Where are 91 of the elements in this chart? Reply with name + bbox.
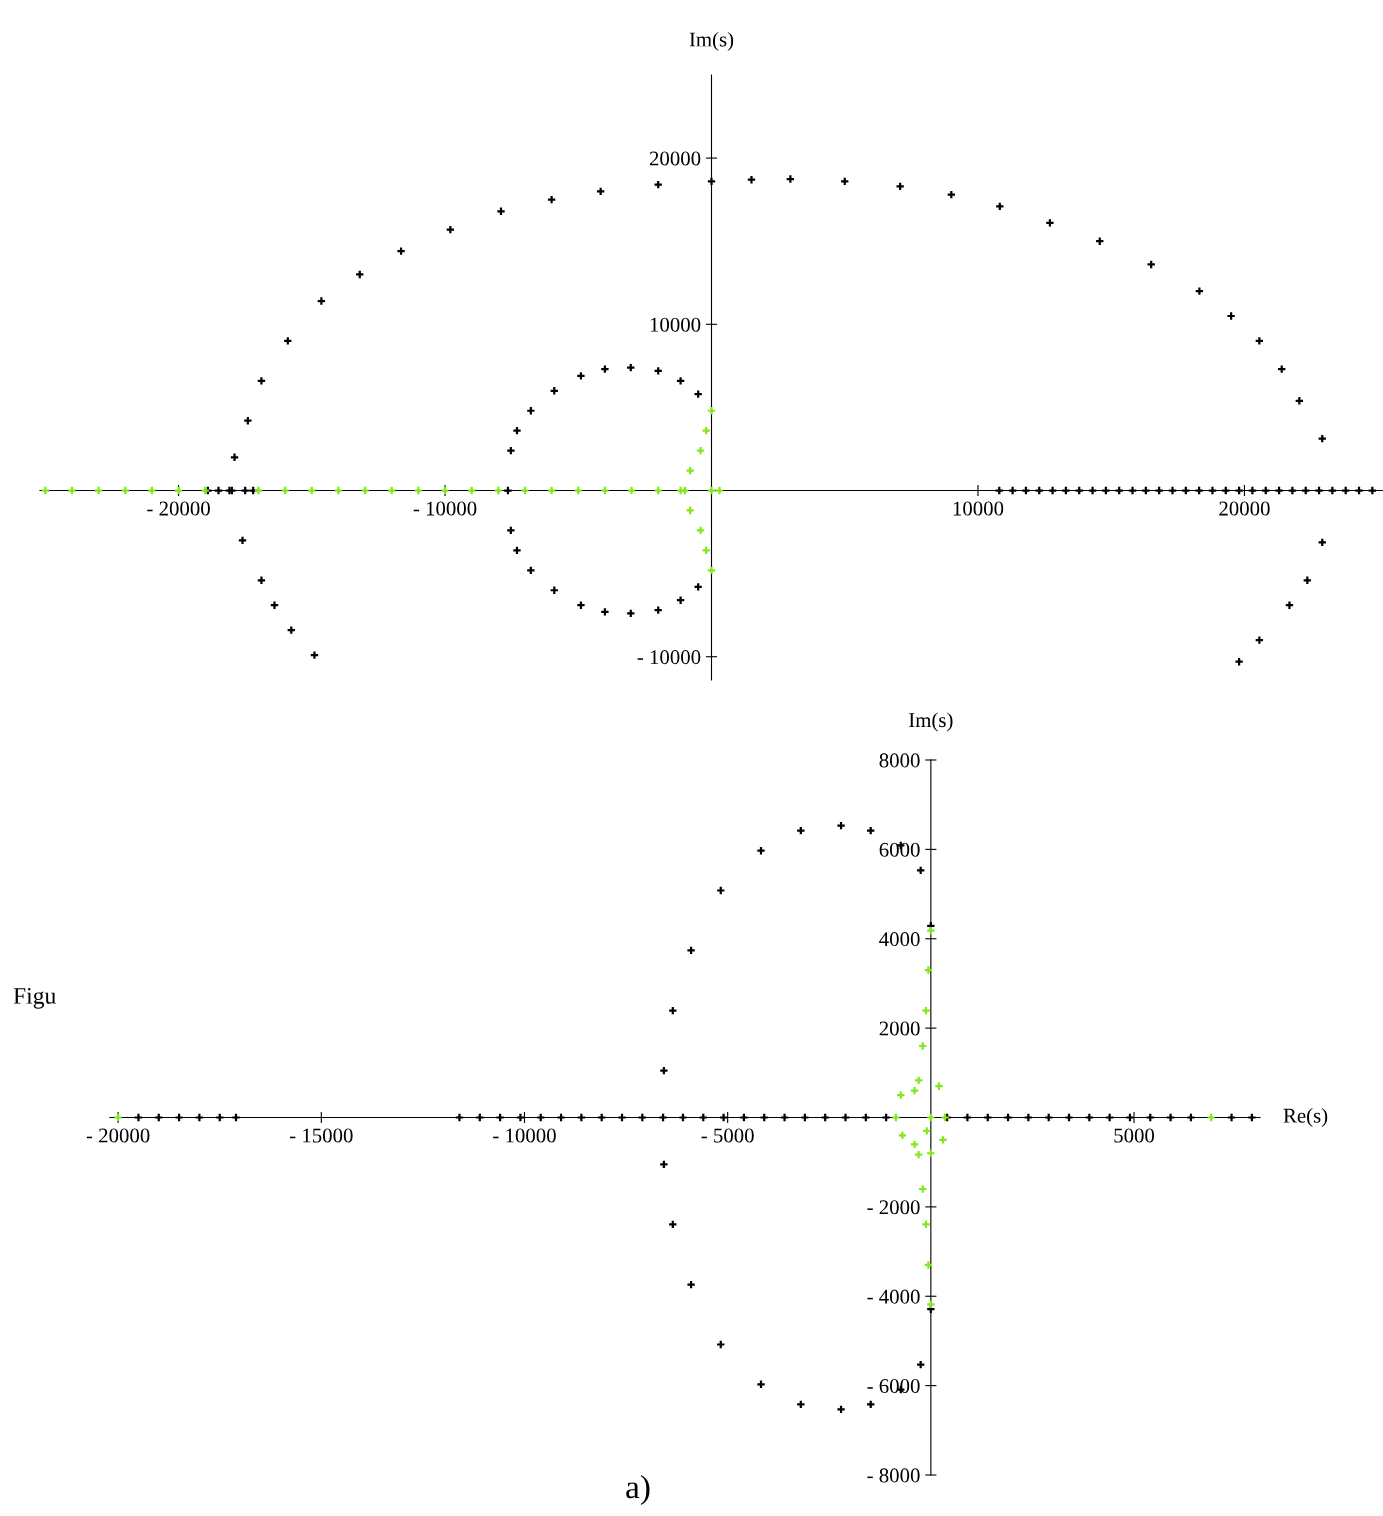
x-tick-label: - 10000	[413, 501, 477, 516]
point	[1247, 1112, 1257, 1123]
point	[1047, 485, 1058, 496]
point	[881, 1112, 891, 1123]
point	[556, 1112, 566, 1123]
point	[1101, 485, 1111, 496]
y-tick-label: 20000	[649, 151, 701, 166]
point	[309, 650, 320, 660]
x-tick-label: 5000	[1114, 1128, 1155, 1143]
point	[1064, 1112, 1074, 1123]
y-tick-label: - 4000	[867, 1289, 920, 1304]
point	[600, 485, 610, 496]
x-tick-label: 10000	[953, 501, 1004, 516]
annotation: a)	[626, 1474, 650, 1506]
point	[1087, 485, 1098, 496]
y-tick-label: 6000	[879, 842, 920, 857]
point	[1146, 259, 1156, 270]
point	[923, 965, 934, 975]
point	[706, 485, 717, 496]
point	[1354, 485, 1364, 496]
y-tick-label: - 2000	[867, 1200, 920, 1215]
y-tick-label: 4000	[879, 932, 920, 947]
point	[923, 1260, 934, 1270]
point	[678, 1112, 688, 1123]
point	[617, 1112, 627, 1123]
point	[658, 1112, 668, 1123]
point	[133, 1112, 144, 1123]
point	[1226, 1112, 1237, 1123]
point	[714, 485, 725, 496]
point	[962, 1112, 973, 1123]
x-tick-label: - 20000	[86, 1128, 150, 1143]
point	[495, 1112, 505, 1123]
point	[1127, 485, 1138, 496]
point	[1154, 485, 1164, 496]
point	[1061, 485, 1071, 496]
y-axis-title: Im(s)	[909, 712, 953, 732]
point	[440, 485, 450, 496]
point	[1194, 286, 1205, 296]
y-tick-label: - 8000	[867, 1468, 920, 1483]
point	[840, 1112, 851, 1123]
point	[626, 485, 637, 496]
point	[213, 485, 224, 496]
x-axis-title: Re(s)	[1283, 1108, 1328, 1127]
point	[1021, 485, 1031, 496]
point	[779, 1112, 790, 1123]
x-tick-label: - 5000	[701, 1128, 754, 1143]
point	[800, 1112, 810, 1123]
point	[739, 1112, 749, 1123]
x-tick-label: - 10000	[493, 1128, 556, 1143]
point	[316, 296, 327, 306]
point	[1007, 485, 1018, 496]
point	[1274, 485, 1284, 496]
point	[454, 1112, 465, 1123]
point	[1287, 485, 1298, 496]
text: Figu	[13, 987, 56, 1009]
point	[360, 485, 370, 496]
point	[253, 485, 264, 496]
point	[173, 485, 184, 496]
point	[891, 1112, 901, 1123]
y-tick-label: 2000	[879, 1021, 920, 1036]
point	[1314, 485, 1324, 496]
point	[861, 1112, 871, 1123]
point	[113, 1112, 123, 1123]
point	[1186, 1112, 1196, 1123]
point	[1003, 1112, 1013, 1123]
point	[280, 485, 290, 496]
point	[503, 485, 513, 496]
x-tick-label: - 20000	[147, 501, 210, 516]
point	[1125, 1112, 1135, 1123]
point	[1207, 485, 1218, 496]
point	[231, 1112, 241, 1123]
point	[1167, 485, 1178, 496]
y-tick-label: 10000	[650, 317, 701, 332]
point	[1165, 1112, 1176, 1123]
point	[67, 485, 77, 496]
point	[1247, 485, 1258, 496]
point	[194, 1112, 205, 1123]
x-tick-label: 20000	[1219, 501, 1270, 516]
x-tick-label: - 15000	[289, 1128, 353, 1143]
y-axis-title: Im(s)	[689, 31, 734, 51]
y-tick-label: 8000	[879, 753, 920, 768]
point	[1194, 485, 1204, 496]
point	[926, 1112, 936, 1123]
point	[1141, 485, 1151, 496]
point	[174, 1112, 184, 1123]
y-tick-label: - 10000	[637, 650, 701, 665]
y-tick-label: - 6000	[867, 1379, 920, 1394]
point	[1234, 485, 1244, 496]
point	[147, 485, 157, 496]
point	[520, 485, 530, 496]
point	[333, 485, 344, 496]
